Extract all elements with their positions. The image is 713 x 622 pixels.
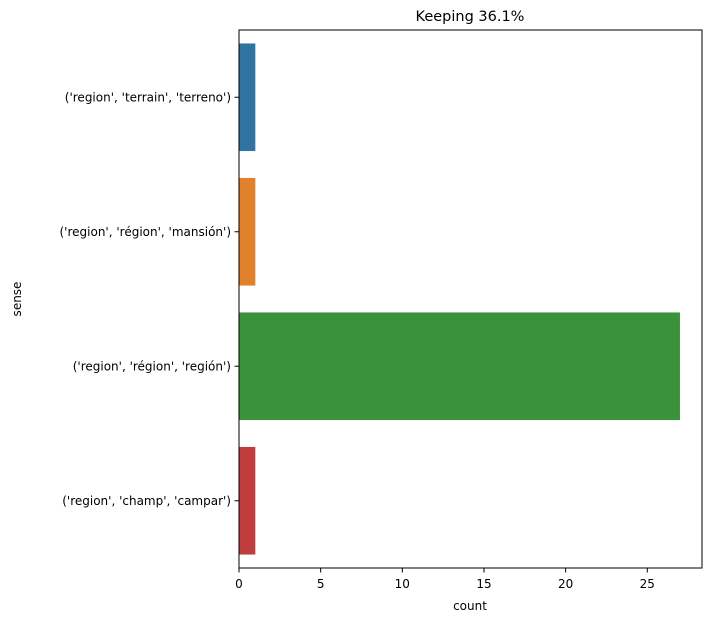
x-axis-ticks: 0 5 10 15 20 25 [235,568,655,591]
x-tick-label-2: 10 [395,577,410,591]
x-tick-label-1: 5 [317,577,325,591]
plot-frame [238,29,703,569]
x-axis-label: count [453,599,487,613]
y-tick-label-3: ('region', 'champ', 'campar') [62,494,231,508]
bar-3 [239,446,256,555]
bar-1 [239,177,256,286]
x-tick-label-5: 25 [640,577,655,591]
y-tick-label-2: ('region', 'région', 'región') [73,359,231,373]
x-tick-label-4: 20 [558,577,573,591]
x-tick-label-3: 15 [476,577,491,591]
y-axis-label: sense [10,282,24,317]
y-axis-ticks: ('region', 'terrain', 'terreno') ('region… [60,90,239,508]
bar-0 [239,43,256,152]
x-tick-label-0: 0 [235,577,243,591]
bar-2 [239,312,680,421]
y-tick-label-0: ('region', 'terrain', 'terreno') [65,90,231,104]
chart-title: Keeping 36.1% [416,9,525,25]
bars-group [239,43,680,555]
y-tick-label-1: ('region', 'région', 'mansión') [60,225,232,239]
